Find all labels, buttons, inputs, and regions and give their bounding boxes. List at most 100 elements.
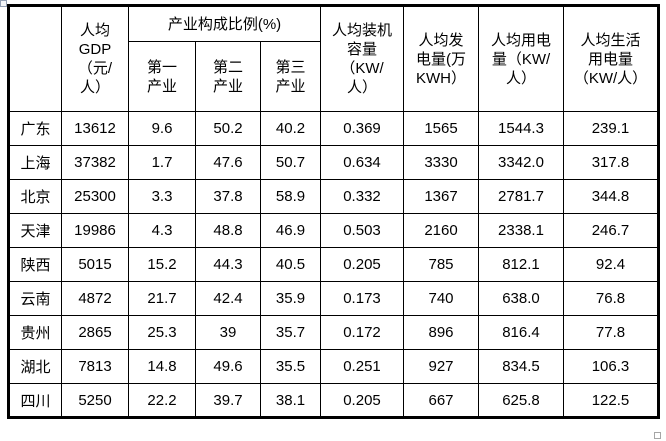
data-cell: 46.9 xyxy=(260,213,321,248)
data-cell: 77.8 xyxy=(563,315,659,350)
header-primary-industry: 第一 产业 xyxy=(128,41,196,112)
data-cell: 76.8 xyxy=(563,281,659,316)
data-cell: 0.332 xyxy=(320,179,404,214)
data-cell: 50.7 xyxy=(260,145,321,180)
data-cell: 9.6 xyxy=(128,111,196,146)
province-cell: 上海 xyxy=(8,145,62,180)
data-table: 人均 GDP （元/ 人） 产业构成比例(%) 人均装机 容量 （KW/ 人） … xyxy=(7,4,660,419)
data-cell: 246.7 xyxy=(563,213,659,248)
data-cell: 816.4 xyxy=(478,315,564,350)
province-cell: 四川 xyxy=(8,383,62,418)
data-cell: 13612 xyxy=(61,111,129,146)
data-cell: 3342.0 xyxy=(478,145,564,180)
data-cell: 4.3 xyxy=(128,213,196,248)
table-resize-handle-icon[interactable] xyxy=(654,432,661,439)
header-gdp: 人均 GDP （元/ 人） xyxy=(61,5,129,112)
table-row: 贵州 2865 25.3 39 35.7 0.172 896 816.4 77.… xyxy=(8,315,659,350)
data-cell: 37.8 xyxy=(195,179,261,214)
data-cell: 785 xyxy=(403,247,479,282)
data-cell: 48.8 xyxy=(195,213,261,248)
data-cell: 25300 xyxy=(61,179,129,214)
data-cell: 1.7 xyxy=(128,145,196,180)
data-cell: 0.173 xyxy=(320,281,404,316)
data-cell: 812.1 xyxy=(478,247,564,282)
data-cell: 2865 xyxy=(61,315,129,350)
table-row: 陕西 5015 15.2 44.3 40.5 0.205 785 812.1 9… xyxy=(8,247,659,282)
corner-cell xyxy=(8,5,62,112)
header-tertiary-industry: 第三 产业 xyxy=(260,41,321,112)
province-cell: 北京 xyxy=(8,179,62,214)
data-cell: 625.8 xyxy=(478,383,564,418)
table-row: 天津 19986 4.3 48.8 46.9 0.503 2160 2338.1… xyxy=(8,213,659,248)
province-cell: 天津 xyxy=(8,213,62,248)
province-cell: 湖北 xyxy=(8,349,62,384)
data-cell: 317.8 xyxy=(563,145,659,180)
data-cell: 35.5 xyxy=(260,349,321,384)
data-cell: 1565 xyxy=(403,111,479,146)
table-row: 上海 37382 1.7 47.6 50.7 0.634 3330 3342.0… xyxy=(8,145,659,180)
data-cell: 22.2 xyxy=(128,383,196,418)
data-cell: 39 xyxy=(195,315,261,350)
header-capacity: 人均装机 容量 （KW/ 人） xyxy=(320,5,404,112)
data-cell: 5015 xyxy=(61,247,129,282)
data-cell: 47.6 xyxy=(195,145,261,180)
table-row: 北京 25300 3.3 37.8 58.9 0.332 1367 2781.7… xyxy=(8,179,659,214)
data-cell: 638.0 xyxy=(478,281,564,316)
data-cell: 1544.3 xyxy=(478,111,564,146)
data-cell: 40.2 xyxy=(260,111,321,146)
data-cell: 38.1 xyxy=(260,383,321,418)
table-row: 四川 5250 22.2 39.7 38.1 0.205 667 625.8 1… xyxy=(8,383,659,418)
data-cell: 49.6 xyxy=(195,349,261,384)
header-residential: 人均生活 用电量 （KW/人） xyxy=(563,5,659,112)
data-cell: 740 xyxy=(403,281,479,316)
data-cell: 15.2 xyxy=(128,247,196,282)
data-cell: 106.3 xyxy=(563,349,659,384)
table-row: 云南 4872 21.7 42.4 35.9 0.173 740 638.0 7… xyxy=(8,281,659,316)
data-cell: 50.2 xyxy=(195,111,261,146)
header-consumption: 人均用电 量（KW/ 人） xyxy=(478,5,564,112)
data-cell: 122.5 xyxy=(563,383,659,418)
table-move-handle-icon[interactable] xyxy=(0,0,7,7)
data-cell: 896 xyxy=(403,315,479,350)
data-cell: 667 xyxy=(403,383,479,418)
header-secondary-industry: 第二 产业 xyxy=(195,41,261,112)
province-cell: 陕西 xyxy=(8,247,62,282)
data-cell: 0.634 xyxy=(320,145,404,180)
table-row: 广东 13612 9.6 50.2 40.2 0.369 1565 1544.3… xyxy=(8,111,659,146)
data-cell: 3330 xyxy=(403,145,479,180)
data-cell: 35.9 xyxy=(260,281,321,316)
data-cell: 14.8 xyxy=(128,349,196,384)
table-row: 湖北 7813 14.8 49.6 35.5 0.251 927 834.5 1… xyxy=(8,349,659,384)
data-cell: 239.1 xyxy=(563,111,659,146)
province-cell: 贵州 xyxy=(8,315,62,350)
data-cell: 92.4 xyxy=(563,247,659,282)
data-cell: 0.503 xyxy=(320,213,404,248)
data-cell: 0.369 xyxy=(320,111,404,146)
data-cell: 0.251 xyxy=(320,349,404,384)
data-cell: 1367 xyxy=(403,179,479,214)
data-cell: 5250 xyxy=(61,383,129,418)
header-industry-group: 产业构成比例(%) xyxy=(128,5,321,42)
data-cell: 834.5 xyxy=(478,349,564,384)
data-cell: 21.7 xyxy=(128,281,196,316)
data-cell: 39.7 xyxy=(195,383,261,418)
data-cell: 0.205 xyxy=(320,383,404,418)
data-cell: 25.3 xyxy=(128,315,196,350)
data-cell: 2160 xyxy=(403,213,479,248)
data-cell: 927 xyxy=(403,349,479,384)
data-cell: 0.172 xyxy=(320,315,404,350)
data-cell: 35.7 xyxy=(260,315,321,350)
data-cell: 58.9 xyxy=(260,179,321,214)
data-cell: 3.3 xyxy=(128,179,196,214)
data-cell: 44.3 xyxy=(195,247,261,282)
provinces-electricity-table: 人均 GDP （元/ 人） 产业构成比例(%) 人均装机 容量 （KW/ 人） … xyxy=(7,4,660,419)
data-cell: 2781.7 xyxy=(478,179,564,214)
data-cell: 0.205 xyxy=(320,247,404,282)
data-cell: 40.5 xyxy=(260,247,321,282)
header-generation: 人均发 电量(万 KWH） xyxy=(403,5,479,112)
data-cell: 2338.1 xyxy=(478,213,564,248)
data-cell: 37382 xyxy=(61,145,129,180)
data-cell: 344.8 xyxy=(563,179,659,214)
data-cell: 7813 xyxy=(61,349,129,384)
province-cell: 云南 xyxy=(8,281,62,316)
